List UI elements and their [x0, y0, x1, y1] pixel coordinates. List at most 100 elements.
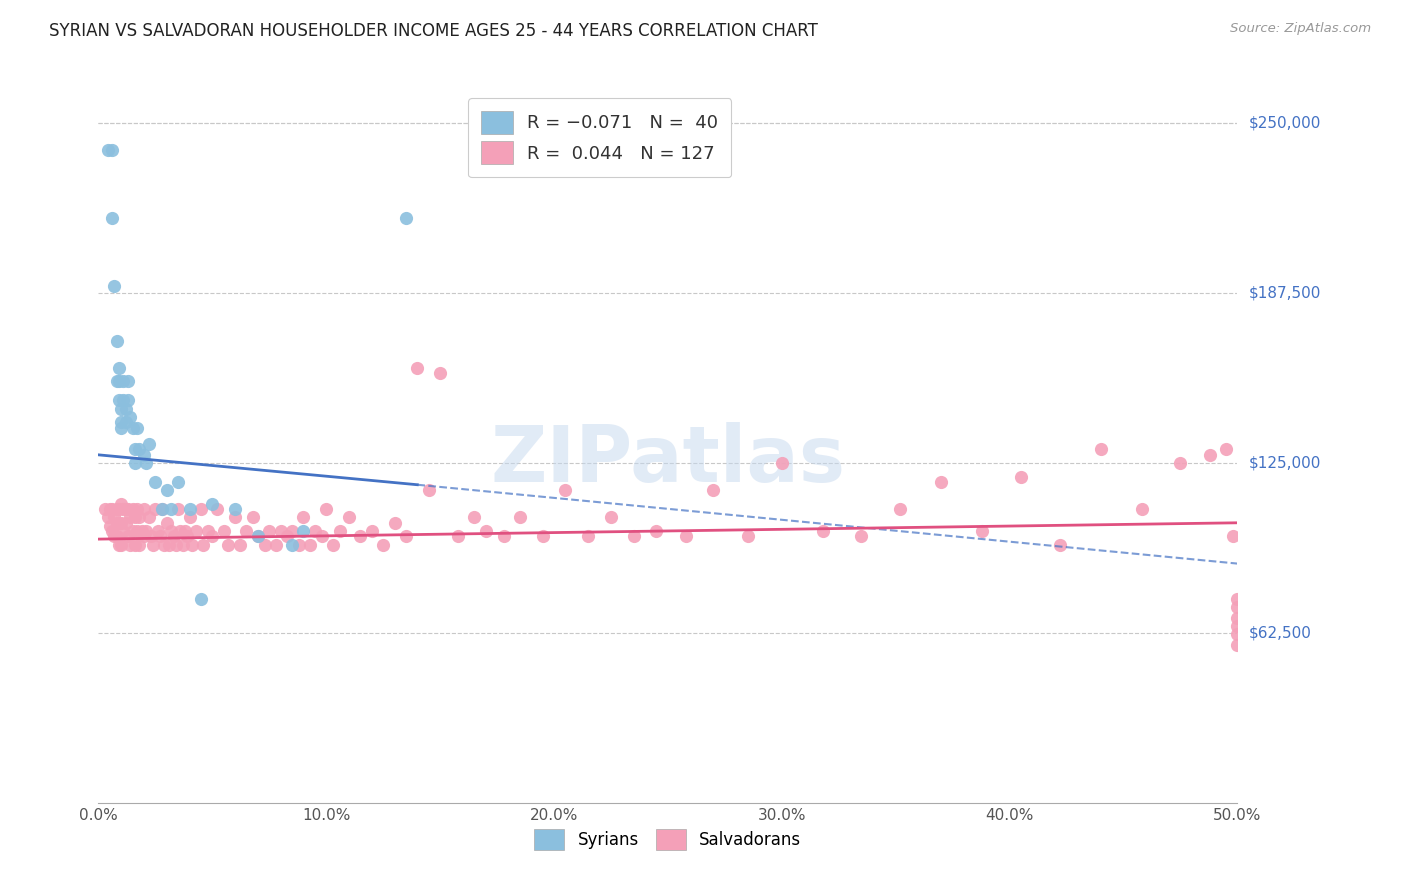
Point — [270, 524, 292, 538]
Point — [1226, 638, 1249, 652]
Point — [292, 524, 315, 538]
Point — [114, 401, 136, 416]
Point — [132, 529, 155, 543]
Point — [103, 510, 125, 524]
Point — [114, 415, 136, 429]
Text: $187,500: $187,500 — [1249, 285, 1320, 301]
Point — [201, 529, 224, 543]
Point — [179, 502, 201, 516]
Point — [162, 529, 184, 543]
Point — [124, 537, 146, 551]
Point — [576, 529, 599, 543]
Point — [1226, 619, 1249, 633]
Point — [135, 524, 157, 538]
Point — [329, 524, 352, 538]
Point — [770, 456, 793, 470]
Point — [228, 537, 250, 551]
Point — [160, 502, 183, 516]
Point — [531, 529, 554, 543]
Point — [114, 516, 136, 530]
Point — [145, 502, 167, 516]
Point — [101, 144, 124, 158]
Point — [675, 529, 697, 543]
Point — [242, 510, 264, 524]
Text: $125,000: $125,000 — [1249, 456, 1320, 470]
Point — [304, 524, 326, 538]
Point — [645, 524, 668, 538]
Point — [105, 375, 128, 389]
Point — [127, 502, 149, 516]
Point — [153, 537, 176, 551]
Point — [322, 537, 344, 551]
Point — [165, 537, 187, 551]
Text: $250,000: $250,000 — [1249, 116, 1320, 131]
Point — [98, 502, 121, 516]
Point — [149, 529, 172, 543]
Point — [259, 524, 281, 538]
Point — [96, 510, 118, 524]
Point — [112, 375, 135, 389]
Point — [1010, 469, 1032, 483]
Point — [156, 483, 179, 498]
Text: Source: ZipAtlas.com: Source: ZipAtlas.com — [1230, 22, 1371, 36]
Point — [395, 529, 418, 543]
Point — [224, 510, 246, 524]
Point — [138, 510, 160, 524]
Text: $62,500: $62,500 — [1249, 625, 1312, 640]
Point — [281, 537, 304, 551]
Point — [101, 502, 124, 516]
Point — [146, 524, 169, 538]
Point — [235, 524, 257, 538]
Point — [851, 529, 873, 543]
Point — [120, 537, 142, 551]
Point — [145, 475, 167, 489]
Point — [105, 502, 128, 516]
Point — [124, 510, 146, 524]
Point — [110, 401, 132, 416]
Point — [132, 502, 155, 516]
Point — [492, 529, 515, 543]
Point — [117, 529, 139, 543]
Point — [246, 529, 269, 543]
Point — [127, 524, 149, 538]
Point — [212, 524, 235, 538]
Point — [108, 393, 131, 408]
Point — [139, 529, 162, 543]
Point — [1090, 442, 1112, 457]
Point — [98, 518, 121, 533]
Point — [1226, 600, 1249, 615]
Point — [127, 420, 149, 434]
Point — [349, 529, 371, 543]
Point — [110, 516, 132, 530]
Point — [150, 502, 173, 516]
Point — [474, 524, 496, 538]
Point — [156, 516, 179, 530]
Point — [142, 537, 165, 551]
Point — [1049, 537, 1071, 551]
Point — [117, 375, 139, 389]
Point — [167, 475, 190, 489]
Point — [110, 497, 132, 511]
Point — [288, 537, 311, 551]
Point — [157, 537, 180, 551]
Point — [246, 529, 269, 543]
Point — [395, 211, 418, 226]
Point — [108, 537, 131, 551]
Point — [193, 537, 215, 551]
Point — [299, 537, 322, 551]
Point — [110, 420, 132, 434]
Point — [128, 442, 150, 457]
Point — [112, 502, 135, 516]
Point — [371, 537, 394, 551]
Text: SYRIAN VS SALVADORAN HOUSEHOLDER INCOME AGES 25 - 44 YEARS CORRELATION CHART: SYRIAN VS SALVADORAN HOUSEHOLDER INCOME … — [49, 22, 818, 40]
Point — [124, 442, 146, 457]
Point — [292, 510, 315, 524]
Point — [169, 524, 191, 538]
Point — [108, 516, 131, 530]
Point — [429, 366, 451, 380]
Point — [217, 537, 239, 551]
Point — [110, 537, 132, 551]
Point — [190, 591, 212, 606]
Point — [1215, 442, 1237, 457]
Point — [600, 510, 623, 524]
